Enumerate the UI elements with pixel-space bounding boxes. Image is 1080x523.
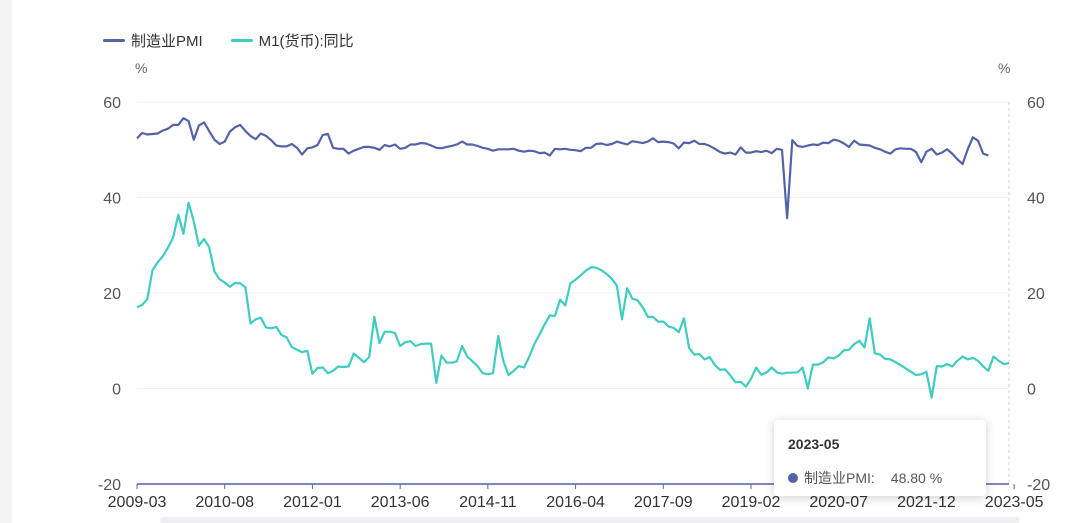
- chart-tooltip: 2023-05 制造业PMI: 48.80 %: [774, 420, 986, 496]
- legend-swatch-pmi: [103, 39, 125, 42]
- tooltip-value: 48.80 %: [890, 470, 943, 486]
- series-line-pmi: [136, 117, 989, 220]
- x-tick-label: 2014-11: [459, 494, 517, 511]
- window-edge: [0, 0, 12, 523]
- legend-swatch-m1: [230, 39, 253, 42]
- tooltip-date: 2023-05: [788, 436, 840, 452]
- x-tick-label: 2020-07: [809, 494, 868, 511]
- horizontal-scrollbar[interactable]: [160, 517, 1020, 523]
- y-tick-label-right: 40: [1027, 191, 1045, 208]
- y-tick-label-right: 0: [1027, 382, 1036, 399]
- chart-legend: 制造业PMI M1(货币):同比: [103, 30, 354, 51]
- x-tick-label: 2009-03: [108, 494, 167, 511]
- y-tick-label-right: 20: [1027, 286, 1045, 303]
- y-tick-label-left: 40: [103, 191, 121, 208]
- x-tick-label: 2016-04: [546, 494, 605, 511]
- x-tick-label: 2013-06: [371, 494, 430, 511]
- legend-label-pmi: 制造业PMI: [131, 33, 203, 50]
- tooltip-series-name: 制造业PMI:: [804, 470, 875, 486]
- series-line-m1: [136, 201, 1010, 399]
- x-tick-label: 2023-05: [985, 494, 1044, 511]
- y-tick-label-left: 60: [103, 95, 121, 112]
- y-tick-label-left: 0: [112, 382, 121, 399]
- x-tick-label: 2010-08: [195, 494, 254, 511]
- y-tick-label-left: -20: [98, 477, 121, 494]
- x-tick-label: 2021-12: [897, 494, 956, 511]
- y-tick-label-right: -20: [1027, 477, 1050, 494]
- legend-item-pmi[interactable]: 制造业PMI: [103, 30, 203, 51]
- legend-item-m1[interactable]: M1(货币):同比: [230, 30, 354, 51]
- y-tick-label-left: 20: [103, 286, 121, 303]
- left-axis-unit: %: [135, 60, 148, 76]
- tooltip-row: 制造业PMI: 48.80 %: [788, 468, 942, 488]
- y-tick-label-right: 60: [1027, 95, 1045, 112]
- right-axis-unit: %: [998, 60, 1011, 76]
- legend-label-m1: M1(货币):同比: [258, 33, 354, 50]
- x-tick-label: 2012-01: [283, 494, 342, 511]
- x-tick-label: 2019-02: [722, 494, 781, 511]
- tooltip-series-dot: [788, 473, 798, 483]
- x-tick-label: 2017-09: [634, 494, 693, 511]
